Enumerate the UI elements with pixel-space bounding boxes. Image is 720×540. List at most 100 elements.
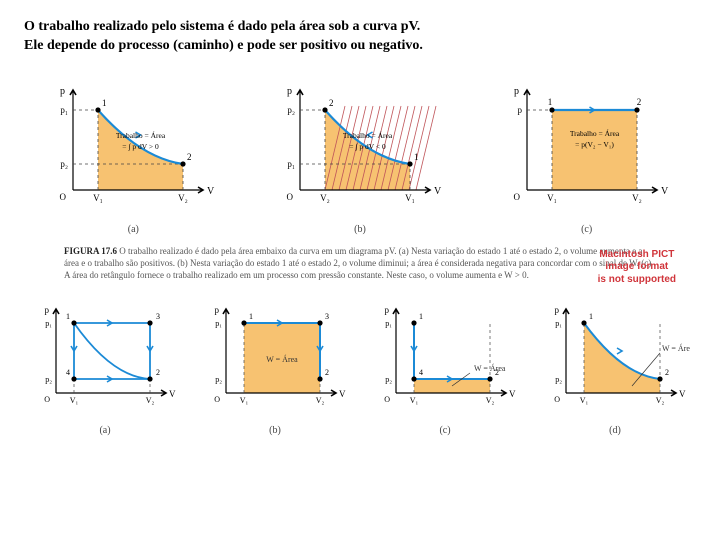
svg-text:V: V — [207, 186, 215, 197]
svg-text:p₁: p₁ — [555, 319, 562, 328]
svg-text:p₂: p₂ — [45, 375, 52, 384]
svg-text:p: p — [45, 305, 50, 315]
svg-text:p₂: p₂ — [215, 375, 222, 384]
bottom-panel: p V Op₁ p₂ V₁ V₂ 1 2 W = Área (d) — [540, 293, 690, 436]
svg-text:O: O — [214, 395, 220, 404]
page-title: O trabalho realizado pelo sistema é dado… — [24, 18, 696, 56]
svg-text:p: p — [514, 86, 519, 97]
svg-text:p₁: p₁ — [61, 105, 69, 115]
bottom-panel: pVOp₁p₂V₁V₂142W = Área(c) — [370, 293, 520, 436]
svg-text:O: O — [554, 395, 560, 404]
bottom-row: p V Op₁ p₂ V₁ V₂ 1 3 4 2 (a) p V Op₁ p₂ V₁ V₂ 1 3 2 W = Área… — [24, 293, 696, 436]
svg-text:V: V — [661, 186, 669, 197]
svg-text:1: 1 — [419, 312, 423, 321]
svg-text:Trabalho = Área: Trabalho = Área — [343, 130, 393, 140]
caption-heading: FIGURA 17.6 — [64, 246, 117, 256]
svg-text:Trabalho = Área: Trabalho = Área — [116, 130, 166, 140]
svg-text:V₁: V₁ — [70, 396, 79, 405]
svg-text:V₂: V₂ — [656, 396, 665, 405]
svg-text:V₁: V₁ — [547, 193, 557, 203]
svg-text:V: V — [509, 389, 516, 399]
title-line-2: Ele depende do processo (caminho) e pode… — [24, 38, 423, 53]
svg-text:O: O — [513, 192, 520, 202]
svg-text:p: p — [215, 305, 220, 315]
svg-text:4: 4 — [66, 368, 70, 377]
svg-text:1: 1 — [414, 152, 419, 162]
svg-text:p₂: p₂ — [61, 159, 69, 169]
svg-text:W = Área: W = Área — [474, 363, 506, 373]
svg-text:4: 4 — [419, 368, 423, 377]
svg-text:= p(V₂ − V₁): = p(V₂ − V₁) — [575, 140, 614, 149]
panel-label: (b) — [269, 425, 281, 436]
svg-text:1: 1 — [102, 98, 107, 108]
svg-text:W = Área: W = Área — [662, 343, 690, 353]
svg-text:V: V — [434, 186, 442, 197]
svg-text:= ∫ p dV > 0: = ∫ p dV > 0 — [123, 142, 160, 151]
svg-text:V: V — [679, 389, 686, 399]
err-l1: Macintosh PICT — [599, 249, 674, 260]
svg-text:1: 1 — [589, 312, 593, 321]
figure-caption: FIGURA 17.6 O trabalho realizado é dado … — [64, 245, 656, 281]
svg-text:p: p — [60, 86, 65, 97]
svg-text:p: p — [287, 86, 292, 97]
svg-text:O: O — [44, 395, 50, 404]
svg-text:1: 1 — [547, 97, 552, 107]
panel-label: (d) — [609, 425, 621, 436]
err-l3: is not supported — [598, 274, 676, 285]
svg-text:V₁: V₁ — [580, 396, 589, 405]
svg-text:V₂: V₂ — [316, 396, 325, 405]
panel-label: (a) — [99, 425, 110, 436]
svg-text:p₁: p₁ — [287, 159, 295, 169]
svg-text:2: 2 — [636, 97, 641, 107]
panel-label: (b) — [354, 224, 366, 235]
svg-text:V₁: V₁ — [405, 193, 415, 203]
svg-text:2: 2 — [329, 98, 334, 108]
svg-text:p₂: p₂ — [385, 375, 392, 384]
svg-text:V₁: V₁ — [94, 193, 104, 203]
top-panel: p V Op₁ p₂ V₁ V₂ 1 2 Trabalho = Área = ∫ p dV > 0… — [43, 72, 223, 235]
svg-text:O: O — [384, 395, 390, 404]
svg-text:W = Área: W = Área — [266, 354, 298, 364]
top-panel: p V Op V₁ V₂ 1 2 Trabalho = Área = p(V₂ − V₁) (c) — [497, 72, 677, 235]
svg-text:V₂: V₂ — [486, 396, 495, 405]
svg-text:V₂: V₂ — [632, 193, 642, 203]
svg-text:= ∫ p dV < 0: = ∫ p dV < 0 — [349, 142, 386, 151]
err-l2: image format — [605, 261, 668, 272]
bottom-panel: p V Op₁ p₂ V₁ V₂ 1 3 4 2 (a) — [30, 293, 180, 436]
svg-text:2: 2 — [665, 368, 669, 377]
svg-text:2: 2 — [156, 368, 160, 377]
svg-text:V: V — [169, 389, 176, 399]
svg-text:p₂: p₂ — [287, 105, 295, 115]
svg-text:V₁: V₁ — [410, 396, 419, 405]
svg-text:p₁: p₁ — [45, 319, 52, 328]
svg-text:1: 1 — [249, 312, 253, 321]
top-panel: p V Op₂ p₁ V₂ V₁ 2 1 Trabalho = Área = ∫ p dV < 0… — [270, 72, 450, 235]
panel-label: (a) — [128, 224, 139, 235]
svg-text:p₁: p₁ — [385, 319, 392, 328]
svg-text:p: p — [517, 105, 522, 115]
caption-body: O trabalho realizado é dado pela área em… — [64, 246, 651, 280]
svg-text:p: p — [385, 305, 390, 315]
svg-text:V: V — [339, 389, 346, 399]
panel-label: (c) — [581, 224, 592, 235]
svg-text:Trabalho = Área: Trabalho = Área — [569, 128, 619, 138]
svg-text:V₂: V₂ — [146, 396, 155, 405]
svg-text:p: p — [555, 305, 560, 315]
svg-text:V₂: V₂ — [179, 193, 189, 203]
pict-error: Macintosh PICT image format is not suppo… — [598, 249, 676, 287]
svg-text:O: O — [60, 192, 67, 202]
top-row: p V Op₁ p₂ V₁ V₂ 1 2 Trabalho = Área = ∫ p dV > 0… — [24, 72, 696, 235]
svg-text:p₂: p₂ — [555, 375, 562, 384]
bottom-panel: p V Op₁ p₂ V₁ V₂ 1 3 2 W = Área (b) — [200, 293, 350, 436]
svg-text:O: O — [286, 192, 293, 202]
svg-text:p₁: p₁ — [215, 319, 222, 328]
title-line-1: O trabalho realizado pelo sistema é dado… — [24, 19, 420, 34]
svg-text:3: 3 — [325, 312, 329, 321]
svg-text:2: 2 — [187, 152, 192, 162]
panel-label: (c) — [439, 425, 450, 436]
svg-text:3: 3 — [156, 312, 160, 321]
svg-text:1: 1 — [66, 312, 70, 321]
svg-text:V₁: V₁ — [240, 396, 249, 405]
svg-text:V₂: V₂ — [320, 193, 330, 203]
svg-text:2: 2 — [325, 368, 329, 377]
